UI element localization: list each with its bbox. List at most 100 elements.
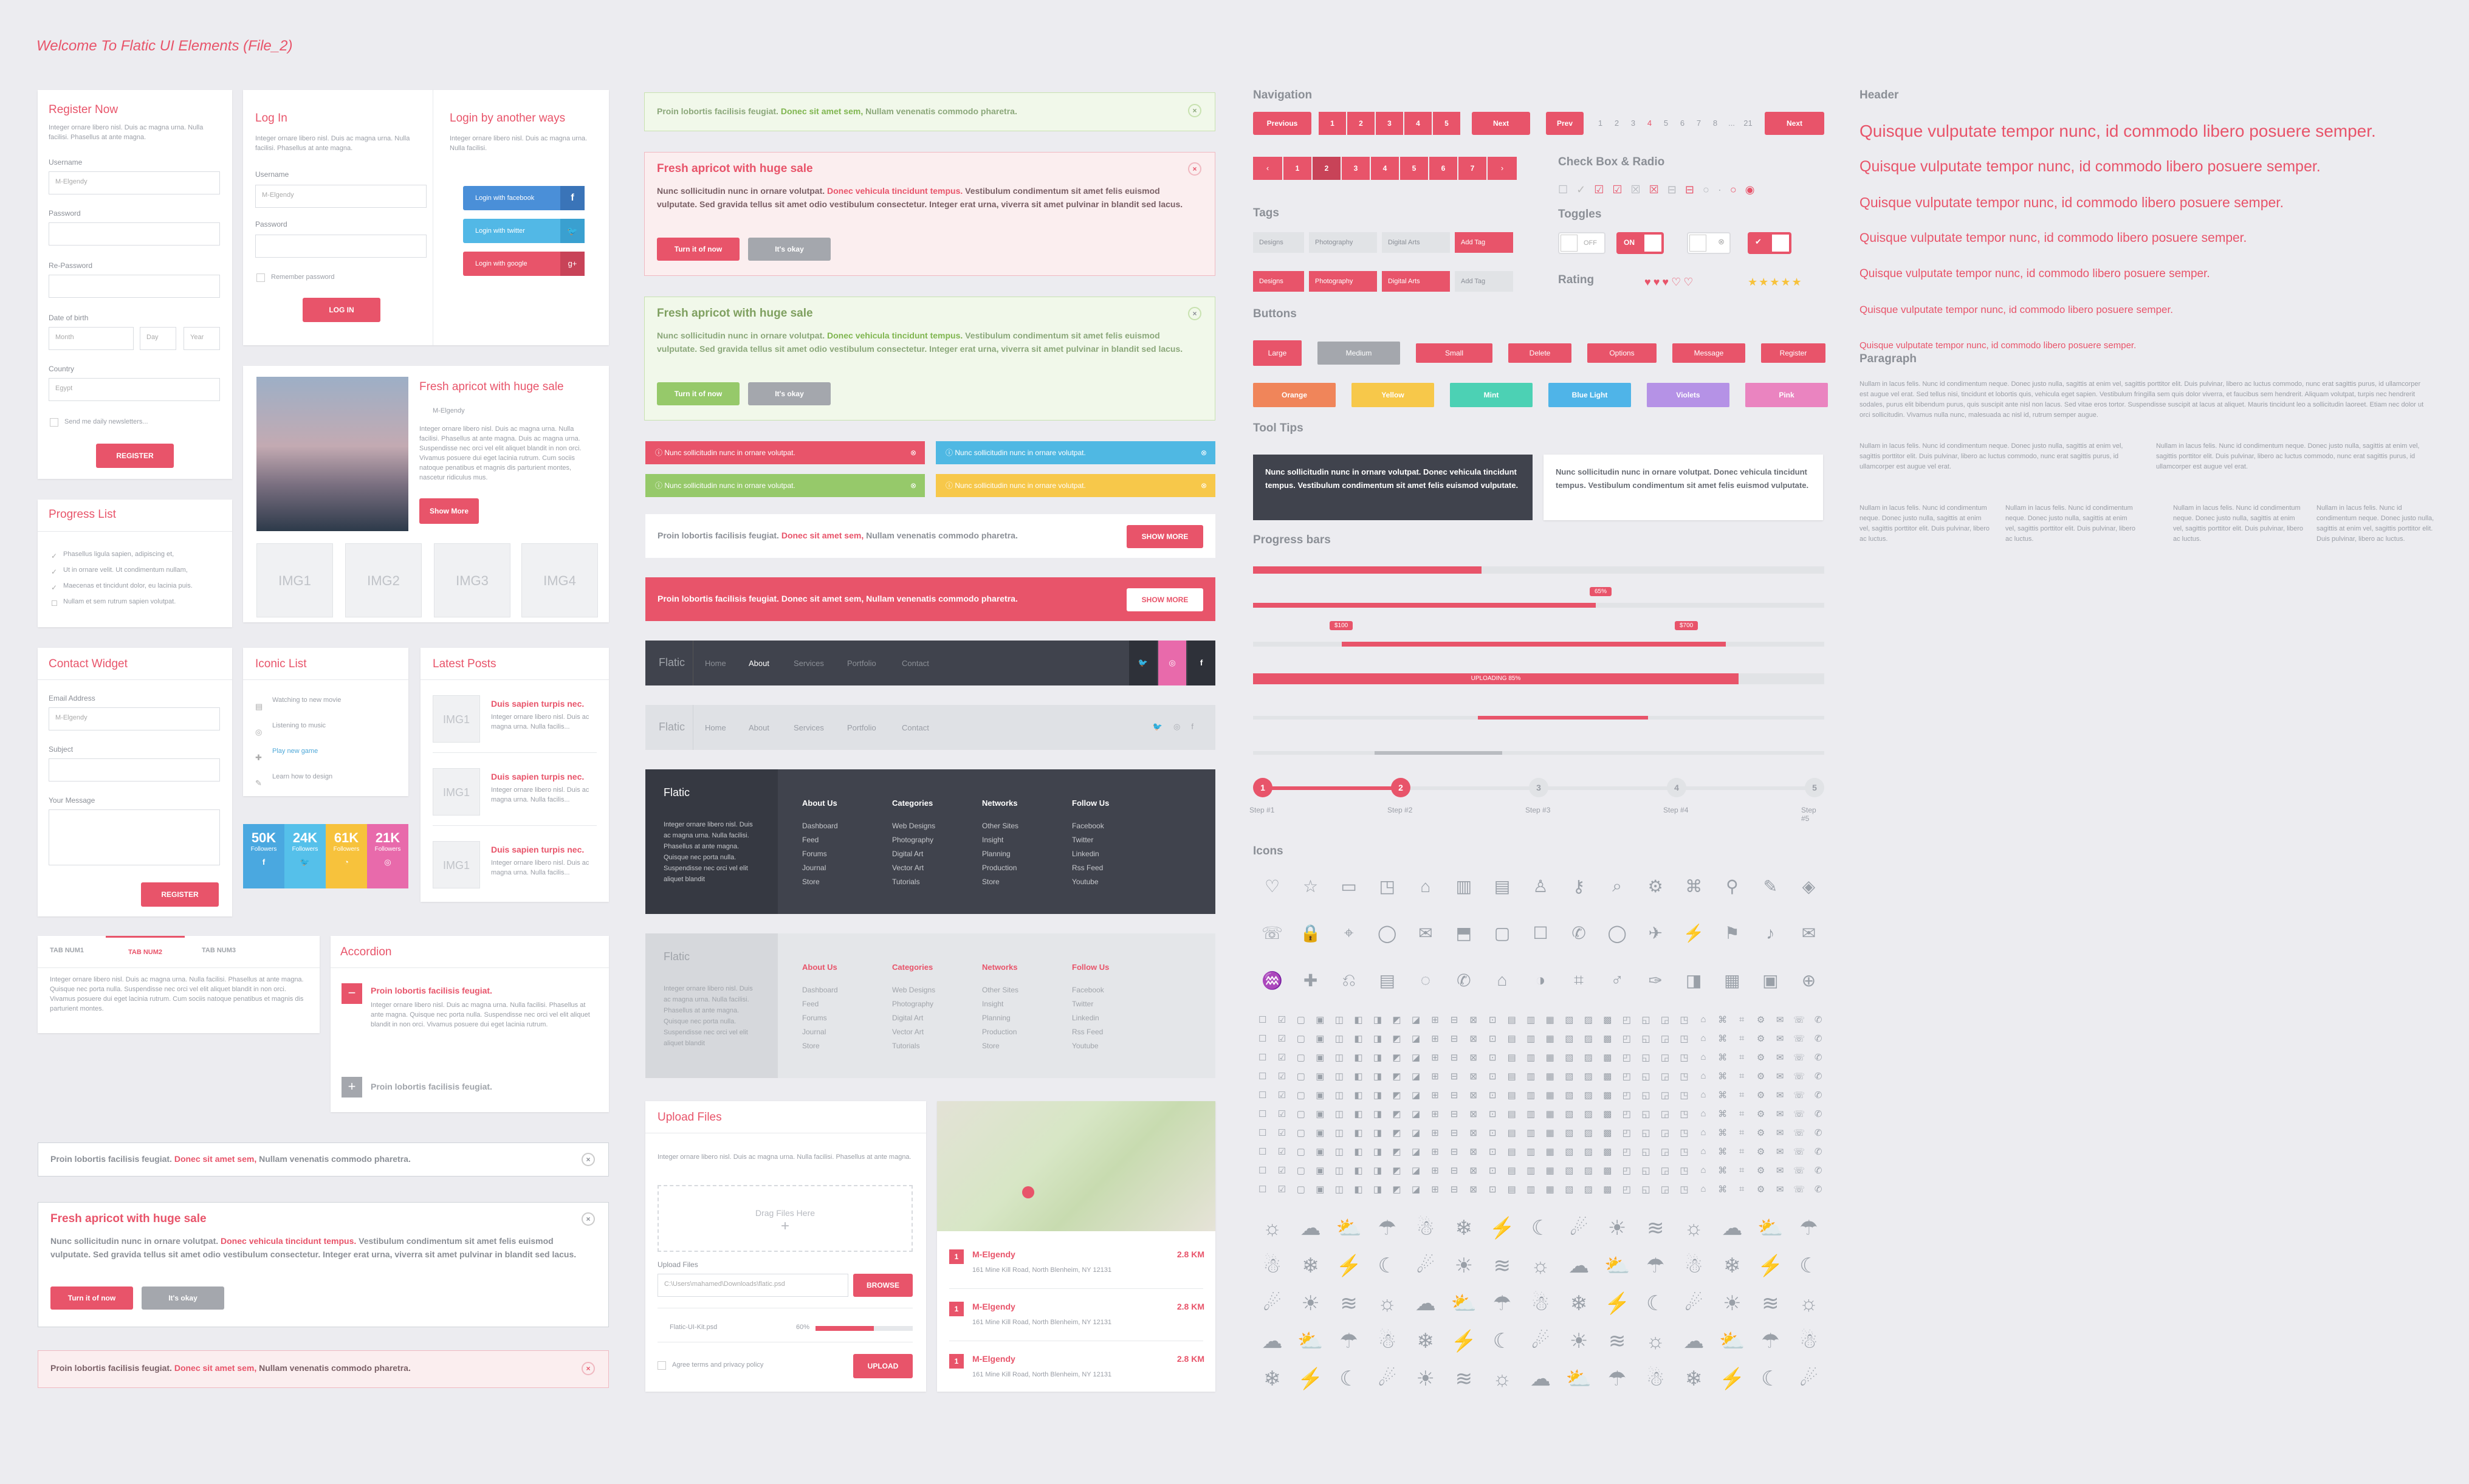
contact-register-button[interactable]: REGISTER: [141, 882, 219, 907]
footer-link[interactable]: Other Sites: [982, 986, 1019, 994]
nav-link-services[interactable]: Services: [794, 723, 824, 732]
iconic-item-active[interactable]: Play new game: [272, 747, 318, 755]
tag-chip[interactable]: Designs: [1253, 232, 1304, 253]
step-circle[interactable]: 3: [1529, 778, 1548, 797]
google-login-button[interactable]: Login with google g+: [463, 252, 585, 276]
register-button[interactable]: Register: [1761, 343, 1825, 363]
page-button[interactable]: 7: [1458, 157, 1486, 180]
range-slider[interactable]: [1253, 642, 1824, 647]
remember-checkbox[interactable]: [256, 273, 265, 282]
prev2-button[interactable]: Prev: [1546, 112, 1584, 135]
page-button[interactable]: 3: [1342, 157, 1370, 180]
page-link[interactable]: 4: [1647, 119, 1652, 128]
username-input[interactable]: M-Elgendy: [49, 171, 220, 194]
subject-input[interactable]: [49, 758, 220, 782]
okay-button[interactable]: It's okay: [748, 382, 831, 405]
month-select[interactable]: Month: [49, 327, 134, 350]
nav-link-home[interactable]: Home: [705, 723, 726, 732]
latest-post-title[interactable]: Duis sapien turpis nec.: [491, 772, 585, 782]
close-icon[interactable]: ⊗: [1200, 481, 1207, 490]
nav-link-services[interactable]: Services: [794, 659, 824, 668]
dribbble-icon[interactable]: ◎: [1158, 641, 1186, 685]
footer-link[interactable]: Dashboard: [802, 986, 838, 994]
okay-button[interactable]: It's okay: [748, 238, 831, 261]
navbar-brand[interactable]: Flatic: [659, 656, 685, 668]
next-button[interactable]: Next: [1472, 112, 1530, 135]
close-icon[interactable]: ⊗: [910, 481, 916, 490]
toggle-check[interactable]: ✔: [1748, 232, 1791, 254]
footer-link[interactable]: Tutorials: [892, 1042, 920, 1050]
facebook-login-button[interactable]: Login with facebook f: [463, 186, 585, 210]
page-button[interactable]: 4: [1404, 112, 1432, 135]
accordion-item-title[interactable]: Proin lobortis facilisis feugiat.: [371, 986, 492, 995]
page-link[interactable]: 5: [1663, 119, 1669, 128]
day-input[interactable]: Day: [140, 327, 176, 350]
message-button[interactable]: Message: [1672, 343, 1745, 363]
step-circle[interactable]: 5: [1805, 778, 1824, 797]
map-marker-icon[interactable]: [1022, 1186, 1034, 1198]
toggle-off[interactable]: OFF: [1558, 232, 1605, 254]
login-button[interactable]: LOG IN: [303, 298, 380, 322]
page-button[interactable]: 1: [1283, 157, 1311, 180]
pink-button[interactable]: Pink: [1745, 383, 1828, 407]
page-link[interactable]: 21: [1743, 119, 1753, 128]
tag-chip[interactable]: Photography: [1309, 271, 1377, 292]
page-next-arrow[interactable]: ›: [1488, 157, 1517, 180]
footer-link[interactable]: Photography: [892, 836, 934, 844]
close-icon[interactable]: ×: [1188, 104, 1201, 117]
map-item-name[interactable]: M-Elgendy: [972, 1249, 1015, 1259]
footer-link[interactable]: Youtube: [1072, 1042, 1099, 1050]
dribbble-count-tile[interactable]: 21K Followers ◎: [367, 824, 408, 888]
page-button[interactable]: 5: [1400, 157, 1428, 180]
upload-button[interactable]: UPLOAD: [853, 1354, 913, 1378]
tag-chip[interactable]: Digital Arts: [1382, 232, 1450, 253]
step-circle[interactable]: 1: [1253, 778, 1272, 797]
footer-link[interactable]: Store: [802, 878, 820, 886]
footer-link[interactable]: Journal: [802, 864, 826, 872]
close-icon[interactable]: ×: [1188, 162, 1201, 176]
browse-button[interactable]: BROWSE: [853, 1274, 913, 1297]
iconic-item[interactable]: Learn how to design: [272, 773, 333, 780]
page-button[interactable]: 2: [1313, 157, 1341, 180]
nav-link-about[interactable]: About: [749, 659, 769, 668]
accordion-collapse-icon[interactable]: −: [342, 983, 362, 1004]
footer-link[interactable]: Production: [982, 864, 1017, 872]
close-icon[interactable]: ×: [582, 1212, 595, 1226]
mint-button[interactable]: Mint: [1450, 383, 1533, 407]
latest-post-title[interactable]: Duis sapien turpis nec.: [491, 699, 585, 709]
facebook-count-tile[interactable]: 50K Followers f: [243, 824, 284, 888]
footer-link[interactable]: Digital Art: [892, 850, 924, 858]
tag-chip[interactable]: Photography: [1309, 232, 1377, 253]
latest-post-title[interactable]: Duis sapien turpis nec.: [491, 845, 585, 854]
large-button[interactable]: Large: [1253, 340, 1302, 366]
page-link[interactable]: ...: [1728, 119, 1735, 128]
drop-zone[interactable]: Drag Files Here +: [658, 1185, 913, 1252]
footer-link[interactable]: Feed: [802, 1000, 819, 1008]
footer-link[interactable]: Rss Feed: [1072, 1028, 1104, 1036]
options-button[interactable]: Options: [1587, 343, 1657, 363]
footer-link[interactable]: Facebook: [1072, 986, 1104, 994]
footer-link[interactable]: Digital Art: [892, 1014, 924, 1022]
newsletter-checkbox[interactable]: [50, 418, 58, 427]
footer-link[interactable]: Other Sites: [982, 822, 1019, 830]
blue-light-button[interactable]: Blue Light: [1548, 383, 1631, 407]
footer-link[interactable]: Web Designs: [892, 822, 936, 830]
page-button[interactable]: 4: [1371, 157, 1399, 180]
footer-link[interactable]: Store: [982, 1042, 1000, 1050]
add-tag-button[interactable]: Add Tag: [1455, 232, 1513, 253]
footer-link[interactable]: Linkedin: [1072, 850, 1099, 858]
footer-link[interactable]: Store: [802, 1042, 820, 1050]
footer-link[interactable]: Linkedin: [1072, 1014, 1099, 1022]
email-input[interactable]: M-Elgendy: [49, 707, 220, 730]
step-circle[interactable]: 4: [1667, 778, 1686, 797]
checkbox-radio-row[interactable]: ☐✓☑☑☒☒⊟⊟○·○◉: [1558, 184, 1763, 196]
footer-link[interactable]: Rss Feed: [1072, 864, 1104, 872]
footer-link[interactable]: Twitter: [1072, 1000, 1094, 1008]
footer-link[interactable]: Production: [982, 1028, 1017, 1036]
nav-link-home[interactable]: Home: [705, 659, 726, 668]
turn-off-button[interactable]: Turn it of now: [50, 1286, 133, 1310]
map-item-name[interactable]: M-Elgendy: [972, 1302, 1015, 1311]
footer-link[interactable]: Store: [982, 878, 1000, 886]
page-link[interactable]: 8: [1712, 119, 1718, 128]
nav-link-contact[interactable]: Contact: [902, 723, 929, 732]
